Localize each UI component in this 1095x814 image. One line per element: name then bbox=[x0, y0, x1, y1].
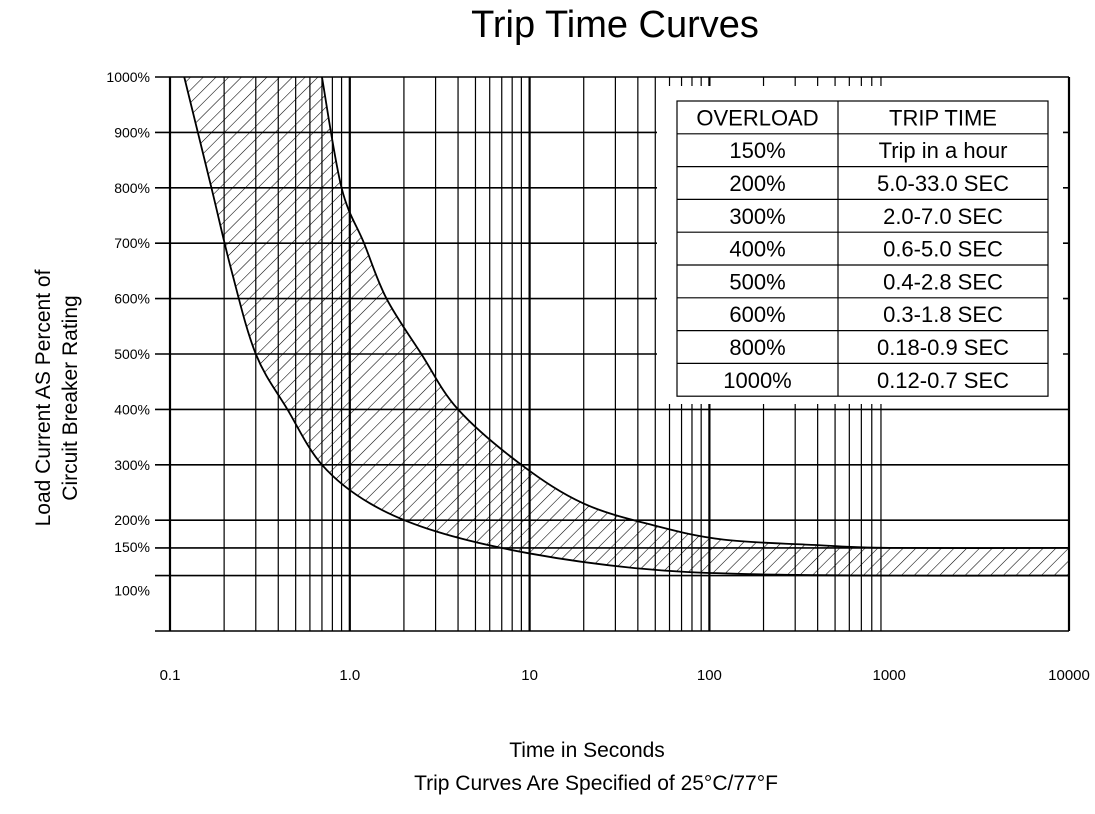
table-cell-overload: 800% bbox=[729, 335, 785, 360]
x-tick-label: 100 bbox=[697, 667, 722, 684]
trip-band-upper-curve bbox=[321, 77, 1069, 550]
x-tick-label: 0.1 bbox=[160, 667, 181, 684]
table-cell-overload: 1000% bbox=[723, 368, 792, 393]
table-cell-trip-time: 0.12-0.7 SEC bbox=[877, 368, 1009, 393]
table-cell-overload: 150% bbox=[729, 138, 785, 163]
x-axis-title: Time in Seconds bbox=[509, 739, 665, 762]
table-cell-trip-time: 2.0-7.0 SEC bbox=[883, 204, 1003, 229]
x-tick-label: 1.0 bbox=[339, 667, 360, 684]
y-tick-label: 700% bbox=[114, 235, 150, 251]
table-cell-trip-time: 5.0-33.0 SEC bbox=[877, 171, 1009, 196]
chart-caption: Trip Curves Are Specified of 25°C/77°F bbox=[414, 772, 778, 795]
table-header-trip-time: TRIP TIME bbox=[889, 105, 997, 130]
table-cell-overload: 500% bbox=[729, 269, 785, 294]
y-tick-label: 800% bbox=[114, 180, 150, 196]
table-cell-trip-time: 0.4-2.8 SEC bbox=[883, 269, 1003, 294]
y-tick-label: 1000% bbox=[106, 69, 150, 85]
table-cell-overload: 600% bbox=[729, 302, 785, 327]
trip-band-fill bbox=[184, 77, 1069, 576]
y-tick-label: 300% bbox=[114, 457, 150, 473]
x-tick-label: 1000 bbox=[873, 667, 906, 684]
y-tick-labels: 1000% 900% 800% 700% 600% 500% 400% 300% 200% 150… bbox=[106, 69, 150, 599]
trip-band-lower-curve bbox=[183, 77, 1069, 577]
table-cell-overload: 400% bbox=[729, 237, 785, 262]
y-tick-label: 900% bbox=[114, 124, 150, 140]
y-axis-title-line-2: Circuit Breaker Rating bbox=[59, 295, 82, 500]
x-tick-labels: 0.1 1.0 10 100 1000 10000 bbox=[160, 667, 1090, 684]
y-tick-label: 600% bbox=[114, 291, 150, 307]
y-tick-label: 150% bbox=[114, 539, 150, 555]
y-tick-label: 100% bbox=[114, 583, 150, 599]
y-tick-label: 500% bbox=[114, 346, 150, 362]
y-axis-title-line-1: Load Current AS Percent of bbox=[32, 269, 55, 526]
table-cell-trip-time: Trip in a hour bbox=[879, 138, 1008, 163]
table-border bbox=[676, 100, 1049, 397]
trip-band bbox=[183, 77, 1069, 577]
table-header-overload: OVERLOAD bbox=[696, 105, 818, 130]
x-tick-label: 10 bbox=[521, 667, 538, 684]
y-tick-label: 400% bbox=[114, 401, 150, 417]
chart-title: Trip Time Curves bbox=[471, 4, 759, 46]
table-cell-trip-time: 0.6-5.0 SEC bbox=[883, 237, 1003, 262]
overload-table: OVERLOAD TRIP TIME 150% Trip in a hour 200% 5… bbox=[657, 86, 1063, 404]
table-cell-overload: 300% bbox=[729, 204, 785, 229]
x-tick-label: 10000 bbox=[1048, 667, 1090, 684]
table-cell-overload: 200% bbox=[729, 171, 785, 196]
table-cell-trip-time: 0.3-1.8 SEC bbox=[883, 302, 1003, 327]
table-cell-trip-time: 0.18-0.9 SEC bbox=[877, 335, 1009, 360]
y-tick-label: 200% bbox=[114, 512, 150, 528]
